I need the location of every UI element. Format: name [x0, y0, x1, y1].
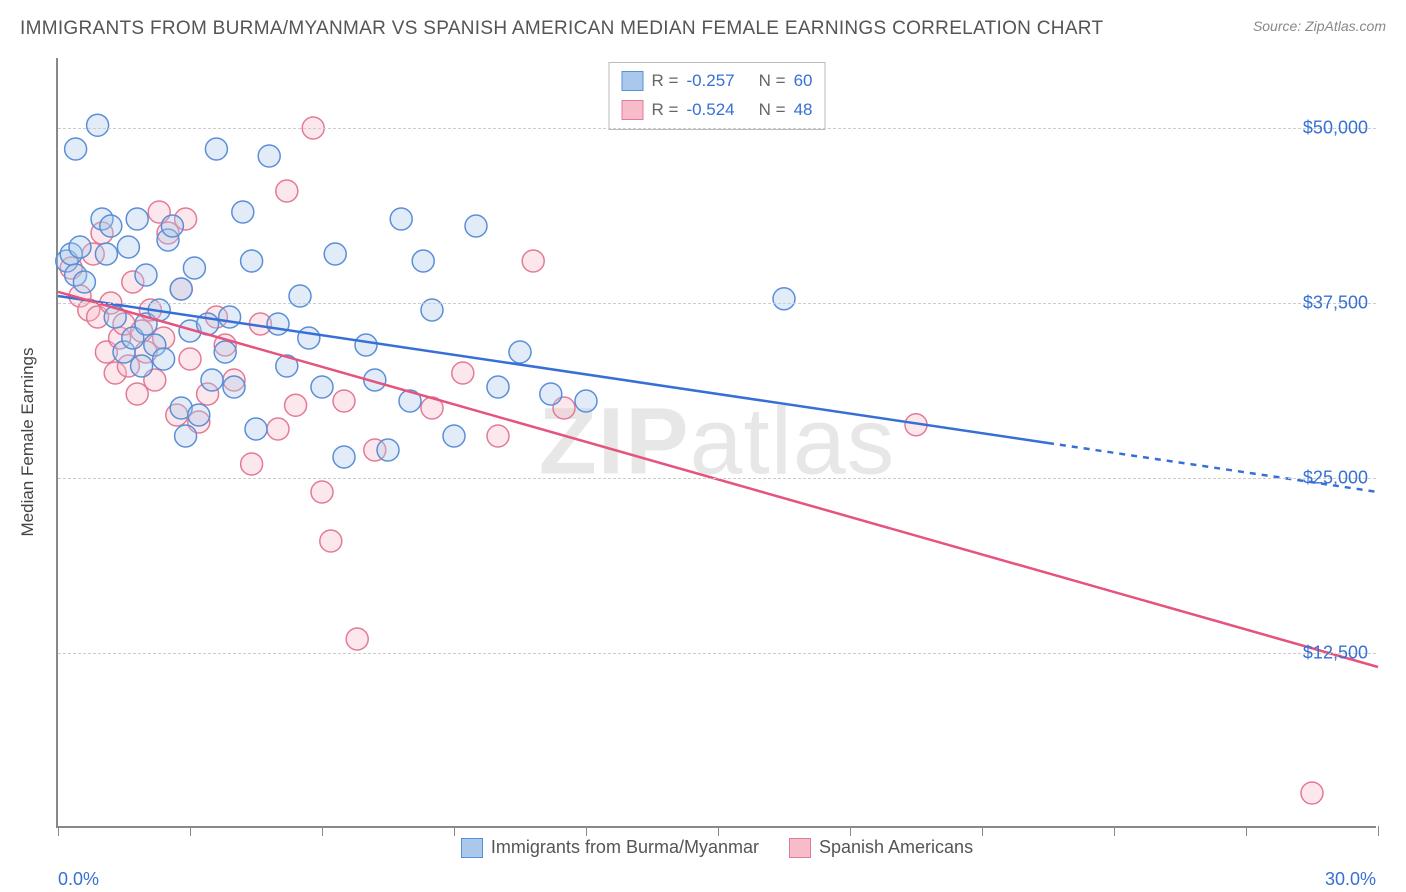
chart-container: IMMIGRANTS FROM BURMA/MYANMAR VS SPANISH… [0, 0, 1406, 892]
data-point [412, 250, 434, 272]
data-point [346, 628, 368, 650]
data-point [311, 481, 333, 503]
legend-name-a: Immigrants from Burma/Myanmar [491, 837, 759, 858]
data-point [522, 250, 544, 272]
data-point [241, 453, 263, 475]
data-point [87, 114, 109, 136]
data-point [575, 390, 597, 412]
data-point [100, 215, 122, 237]
data-point [179, 348, 201, 370]
data-point [201, 369, 223, 391]
data-point [355, 334, 377, 356]
data-point [465, 215, 487, 237]
data-point [188, 404, 210, 426]
data-point [509, 341, 531, 363]
data-point [205, 138, 227, 160]
data-point [298, 327, 320, 349]
legend-item-a: Immigrants from Burma/Myanmar [461, 837, 759, 858]
plot-area: Median Female Earnings R = -0.257 N = 60… [56, 58, 1376, 828]
data-point [232, 201, 254, 223]
header: IMMIGRANTS FROM BURMA/MYANMAR VS SPANISH… [0, 0, 1406, 48]
data-point [258, 145, 280, 167]
data-point [131, 355, 153, 377]
data-point [487, 376, 509, 398]
data-point [487, 425, 509, 447]
data-point [267, 313, 289, 335]
chart-title: IMMIGRANTS FROM BURMA/MYANMAR VS SPANISH… [20, 18, 1103, 40]
data-point [135, 264, 157, 286]
y-tick-label: $12,500 [1303, 643, 1368, 664]
data-point [73, 271, 95, 293]
data-point [311, 376, 333, 398]
data-point [223, 376, 245, 398]
data-point [377, 439, 399, 461]
data-point [285, 394, 307, 416]
data-point [241, 250, 263, 272]
data-point [540, 383, 562, 405]
legend-swatch-b-icon [789, 838, 811, 858]
data-point [153, 348, 175, 370]
data-point [219, 306, 241, 328]
trend-line [58, 292, 1378, 667]
source-label: Source: ZipAtlas.com [1253, 18, 1386, 34]
data-point [1301, 782, 1323, 804]
data-point [65, 138, 87, 160]
legend-item-b: Spanish Americans [789, 837, 973, 858]
y-axis-title: Median Female Earnings [18, 348, 38, 537]
data-point [126, 208, 148, 230]
data-point [390, 208, 412, 230]
data-point [333, 446, 355, 468]
chart-svg [58, 58, 1376, 826]
data-point [773, 288, 795, 310]
x-min-label: 0.0% [58, 869, 99, 890]
data-point [183, 257, 205, 279]
legend-swatch-a-icon [461, 838, 483, 858]
data-point [267, 418, 289, 440]
x-max-label: 30.0% [1325, 869, 1376, 890]
y-tick-label: $50,000 [1303, 118, 1368, 139]
data-point [320, 530, 342, 552]
data-point [214, 341, 236, 363]
y-tick-label: $25,000 [1303, 468, 1368, 489]
data-point [333, 390, 355, 412]
data-point [69, 236, 91, 258]
data-point [161, 215, 183, 237]
data-point [276, 180, 298, 202]
data-point [443, 425, 465, 447]
data-point [117, 236, 139, 258]
legend-bottom: 0.0% Immigrants from Burma/Myanmar Spani… [58, 837, 1376, 858]
data-point [452, 362, 474, 384]
legend-name-b: Spanish Americans [819, 837, 973, 858]
y-tick-label: $37,500 [1303, 293, 1368, 314]
data-point [170, 278, 192, 300]
data-point [175, 425, 197, 447]
data-point [245, 418, 267, 440]
data-point [324, 243, 346, 265]
data-point [95, 243, 117, 265]
